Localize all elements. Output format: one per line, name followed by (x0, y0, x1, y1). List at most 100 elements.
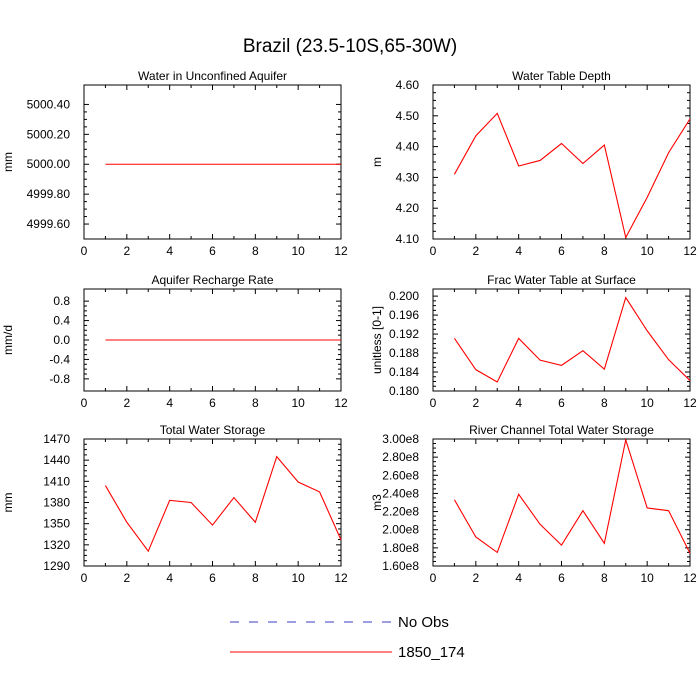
x-tick-label: 0 (81, 571, 88, 585)
legend: No Obs 1850_174 (230, 614, 465, 661)
chart-panel-2: Water Table Depth 0 2 4 6 8 10 12 4.10 4.20 4.30 4.… (370, 69, 697, 258)
x-tick-label: 0 (430, 244, 437, 258)
y-tick-label: 0.8 (53, 294, 70, 308)
x-tick-label: 4 (166, 571, 173, 585)
y-tick-label: 2.80e8 (382, 450, 419, 464)
x-tick-label: 6 (558, 244, 565, 258)
x-tick-label: 4 (515, 571, 522, 585)
x-tick-label: 2 (472, 244, 479, 258)
x-tick-label: 8 (252, 396, 259, 410)
plot-frame (432, 438, 691, 567)
x-tick-label: 6 (209, 244, 216, 258)
y-axis-label: m (370, 157, 384, 167)
y-axis-label: m3 (370, 494, 384, 511)
x-tick-label: 2 (472, 571, 479, 585)
legend-label: 1850_174 (398, 644, 465, 661)
y-tick-label: 3.00e8 (382, 432, 419, 446)
x-tick-label: 0 (81, 244, 88, 258)
x-tick-label: 0 (81, 396, 88, 410)
x-tick-label: 10 (291, 244, 305, 258)
x-tick-label: 6 (558, 571, 565, 585)
y-tick-label: 1470 (43, 432, 70, 446)
panel-grid: Water in Unconfined Aquifer 0 2 4 6 8 10 12 4999… (1, 69, 697, 585)
panel-title: Water Table Depth (512, 69, 611, 83)
chart-panel-1: Water in Unconfined Aquifer 0 2 4 6 8 10 12 4999… (1, 69, 348, 258)
x-tick-label: 2 (123, 396, 130, 410)
series-line (453, 437, 691, 554)
x-tick-label: 12 (334, 244, 348, 258)
x-tick-label: 8 (601, 396, 608, 410)
x-tick-label: 0 (430, 571, 437, 585)
x-tick-label: 8 (252, 244, 259, 258)
y-tick-label: 4.30 (396, 170, 420, 184)
y-tick-label: 0.0 (53, 333, 70, 347)
x-tick-label: 12 (683, 396, 697, 410)
y-tick-label: 5000.00 (27, 157, 71, 171)
x-tick-label: 8 (252, 571, 259, 585)
figure-title: Brazil (23.5-10S,65-30W) (243, 36, 457, 57)
chart-panel-5: Total Water Storage 0 2 4 6 8 10 12 1290 1320 1350… (1, 423, 348, 585)
x-tick-label: 12 (683, 244, 697, 258)
y-tick-label: 0.192 (389, 327, 419, 341)
y-tick-label: 1320 (43, 538, 70, 552)
series-line (104, 455, 342, 553)
panel-title: Water in Unconfined Aquifer (138, 69, 287, 83)
panel-title: Frac Water Table at Surface (487, 273, 636, 287)
y-tick-label: 2.00e8 (382, 523, 419, 537)
x-tick-label: 12 (683, 571, 697, 585)
x-tick-label: 10 (640, 396, 654, 410)
x-tick-label: 0 (430, 396, 437, 410)
x-tick-label: 4 (515, 396, 522, 410)
y-tick-label: 0.180 (389, 384, 419, 398)
y-tick-label: 0.184 (389, 365, 419, 379)
panel-title: Total Water Storage (160, 423, 266, 437)
plot-frame (83, 84, 342, 240)
plot-frame (83, 438, 342, 567)
x-tick-label: 6 (209, 396, 216, 410)
series-line (453, 296, 691, 383)
y-tick-label: 4.20 (396, 201, 420, 215)
chart-panel-6: River Channel Total Water Storage 0 2 4 6 8 10… (370, 423, 697, 585)
y-tick-label: 4.40 (396, 140, 420, 154)
plot-frame (432, 288, 691, 392)
x-tick-label: 10 (640, 244, 654, 258)
x-tick-label: 12 (334, 396, 348, 410)
y-tick-label: 4999.80 (27, 187, 71, 201)
y-axis-label: unitless [0-1] (370, 306, 384, 374)
y-tick-label: 0.4 (53, 314, 70, 328)
y-tick-label: 5000.20 (27, 127, 71, 141)
x-tick-label: 4 (166, 396, 173, 410)
x-tick-label: 2 (123, 571, 130, 585)
y-tick-label: -0.8 (49, 372, 70, 386)
y-tick-label: 4999.60 (27, 217, 71, 231)
y-axis-label: mm/d (1, 325, 15, 355)
x-tick-label: 2 (123, 244, 130, 258)
x-tick-label: 10 (640, 571, 654, 585)
legend-label: No Obs (398, 614, 449, 631)
x-tick-label: 8 (601, 244, 608, 258)
x-tick-label: 4 (166, 244, 173, 258)
y-tick-label: 1290 (43, 559, 70, 573)
x-tick-label: 12 (334, 571, 348, 585)
series-line (453, 112, 691, 240)
x-tick-label: 6 (209, 571, 216, 585)
y-tick-label: 1350 (43, 517, 70, 531)
chart-panel-4: Frac Water Table at Surface 0 2 4 6 8 10 12 0.18… (370, 273, 697, 410)
x-tick-label: 6 (558, 396, 565, 410)
y-tick-label: 1410 (43, 474, 70, 488)
y-tick-label: 1.60e8 (382, 559, 419, 573)
y-tick-label: 1380 (43, 496, 70, 510)
x-tick-label: 10 (291, 571, 305, 585)
y-tick-label: 5000.40 (27, 97, 71, 111)
y-tick-label: 4.10 (396, 232, 420, 246)
y-tick-label: -0.4 (49, 352, 70, 366)
y-tick-label: 0.200 (389, 289, 419, 303)
y-tick-label: 2.40e8 (382, 486, 419, 500)
y-axis-label: mm (1, 152, 15, 172)
y-tick-label: 4.60 (396, 78, 420, 92)
y-tick-label: 4.50 (396, 109, 420, 123)
x-tick-label: 10 (291, 396, 305, 410)
panel-title: River Channel Total Water Storage (469, 423, 654, 437)
y-tick-label: 0.196 (389, 308, 419, 322)
